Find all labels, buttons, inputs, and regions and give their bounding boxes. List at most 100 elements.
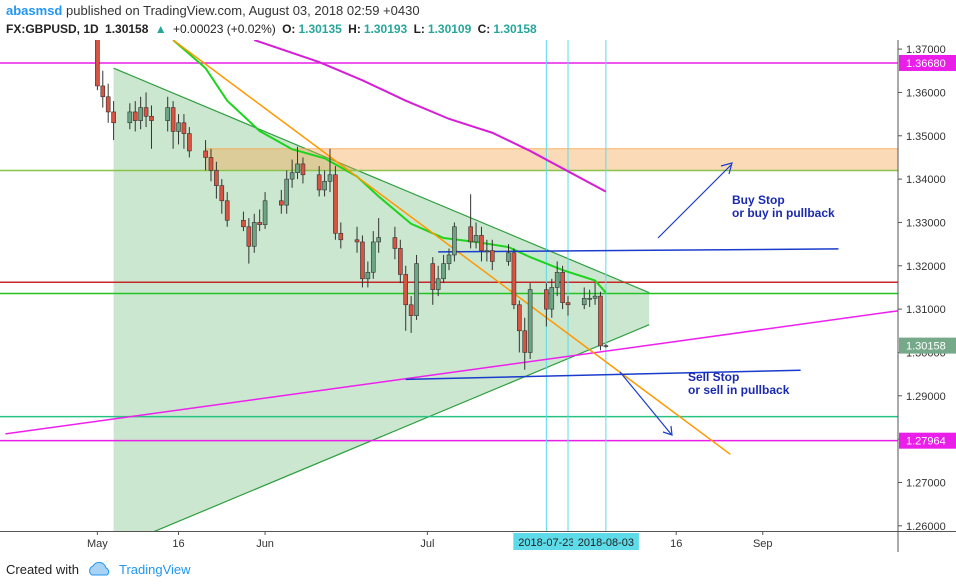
x-tick-label: Jul — [420, 538, 434, 550]
candle-body — [354, 239, 360, 243]
candle-body — [587, 297, 592, 300]
candle-body — [365, 271, 371, 280]
candle-body — [452, 226, 457, 256]
y-tick-label: 1.33000 — [906, 217, 946, 229]
date-label: 2018-07-23 — [518, 537, 574, 549]
brand[interactable]: TradingView — [118, 561, 191, 577]
candle-body — [544, 289, 549, 310]
candle-body — [300, 163, 306, 176]
candle-body — [527, 289, 533, 353]
candle-body — [430, 263, 436, 290]
candle-body — [257, 222, 262, 225]
author[interactable]: abasmsd — [6, 3, 63, 18]
moving-average — [172, 40, 607, 294]
arrow — [657, 164, 732, 239]
candle-body — [143, 107, 149, 117]
trendline — [5, 310, 898, 435]
date-label-bg — [572, 533, 639, 550]
candle-body — [333, 174, 338, 234]
candle-body — [376, 237, 381, 243]
candle-body — [105, 96, 111, 113]
candle-body — [111, 111, 116, 124]
date-label: 2018-08-03 — [578, 537, 634, 549]
y-tick-label: 1.29000 — [906, 391, 946, 403]
x-tick-label: Sep — [753, 538, 773, 550]
candle-body — [251, 222, 257, 247]
annotation: or sell in pullback — [688, 383, 790, 397]
published: published on TradingView.com, August 03,… — [66, 3, 420, 18]
candle-body — [592, 295, 598, 299]
y-tick-label: 1.37000 — [906, 44, 946, 56]
candle-body — [170, 107, 176, 132]
trendline — [405, 369, 801, 381]
price-label: 1.27964 — [906, 436, 946, 448]
footer: Created with TradingView — [6, 561, 191, 577]
candle-body — [289, 172, 295, 180]
l-value: 1.30109 — [427, 22, 472, 36]
candle-body — [284, 178, 290, 206]
candle-body — [295, 163, 300, 173]
triangle-edge — [113, 67, 650, 294]
candle-body — [484, 250, 490, 252]
candle-body — [187, 133, 192, 152]
candle-body — [598, 295, 603, 347]
candle-body — [560, 271, 565, 303]
annotation: or buy in pullback — [732, 206, 835, 220]
candle-body — [241, 219, 246, 228]
candle-body — [446, 254, 452, 264]
candle-body — [132, 111, 138, 121]
moving-average — [253, 40, 607, 193]
drawings: Buy Stop or buy in pullback Sell Stop or… — [619, 162, 835, 436]
arrow: ▲ — [154, 22, 167, 36]
candle-body — [517, 304, 522, 332]
candle-body — [181, 122, 187, 134]
candle-body — [468, 226, 473, 243]
candle-body — [149, 115, 154, 121]
candle-body — [95, 40, 100, 87]
candle-body — [246, 226, 252, 247]
c-value: 1.30158 — [493, 22, 537, 36]
y-tick-label: 1.31000 — [906, 304, 946, 316]
candle-body — [408, 304, 414, 316]
candle-body — [522, 330, 528, 353]
candle-body — [435, 278, 441, 290]
trendline — [438, 248, 839, 253]
candle-body — [338, 232, 344, 241]
created-with: Created with — [6, 561, 79, 577]
candle-body — [208, 157, 214, 171]
candle-body — [316, 174, 322, 191]
arrow — [619, 371, 672, 435]
x-tick-label: Jun — [256, 538, 274, 550]
candle-body — [370, 241, 376, 273]
candle-body — [100, 85, 106, 98]
candle-body — [176, 122, 181, 132]
last-price-label: 1.30158 — [906, 341, 946, 353]
last: 1.30158 — [105, 22, 149, 36]
candle-body — [203, 150, 208, 158]
zone — [205, 148, 898, 171]
candle-body — [127, 111, 133, 124]
symbol: FX:GBPUSD, 1D — [6, 22, 99, 36]
candle-body — [441, 263, 446, 280]
y-tick-label: 1.36000 — [906, 87, 946, 99]
y-tick-label: 1.27000 — [906, 477, 946, 489]
candle-body — [219, 185, 225, 202]
candle-body — [473, 235, 479, 243]
candle-body — [603, 345, 609, 347]
candle-body — [414, 263, 419, 316]
x-tick-label: May — [87, 538, 108, 550]
y-tick-label: 1.35000 — [906, 131, 946, 143]
candle-body — [554, 271, 560, 288]
candle-body — [479, 235, 484, 251]
y-tick-label: 1.32000 — [906, 261, 946, 273]
candle-body — [581, 297, 587, 306]
y-tick-label: 1.26000 — [906, 521, 946, 533]
candle-body — [506, 252, 511, 262]
candle-body — [489, 250, 495, 262]
logo — [89, 561, 110, 576]
o-value: 1.30135 — [298, 22, 342, 36]
candle-body — [214, 170, 219, 186]
candle-body — [549, 287, 555, 310]
